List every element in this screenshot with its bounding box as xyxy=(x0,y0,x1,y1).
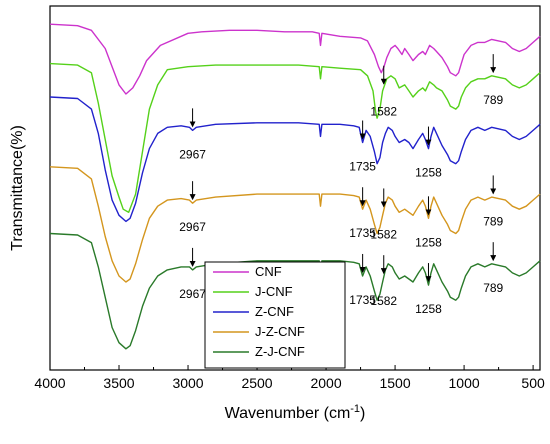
series-line-j-cnf xyxy=(49,62,541,213)
x-tick-label: 1500 xyxy=(379,375,410,391)
legend-box xyxy=(204,261,346,369)
annotation-label: 1735 xyxy=(349,293,376,307)
x-axis-title: Wavenumber (cm-1) xyxy=(225,403,366,422)
plot-frame xyxy=(49,5,541,371)
annotation-label: 1258 xyxy=(415,166,442,180)
annotation-label: 789 xyxy=(483,281,503,295)
annotation-label: 1582 xyxy=(370,105,397,119)
annotation-label: 2967 xyxy=(179,220,206,234)
x-tick-label: 4000 xyxy=(34,375,65,391)
annotation-label: 1735 xyxy=(349,160,376,174)
annotation-label: 1258 xyxy=(415,302,442,316)
x-tick-label: 3500 xyxy=(103,375,134,391)
x-axis-title-close: ) xyxy=(360,405,365,422)
legend-label-cnf: CNF xyxy=(255,264,282,279)
plot-area xyxy=(49,5,541,371)
x-tick-label: 2500 xyxy=(241,375,272,391)
y-axis-title: Transmittance(%) xyxy=(9,125,26,251)
annotation-label: 1735 xyxy=(349,226,376,240)
x-tick-label: 500 xyxy=(521,375,545,391)
annotation-label: 2967 xyxy=(179,287,206,301)
legend-label-z-j-cnf: Z-J-CNF xyxy=(255,344,305,359)
legend-label-z-cnf: Z-CNF xyxy=(255,304,294,319)
annotation-label: 2967 xyxy=(179,147,206,161)
annotation-label: 789 xyxy=(483,93,503,107)
annotation-label: 789 xyxy=(483,214,503,228)
x-tick-label: 2000 xyxy=(310,375,341,391)
series-line-j-z-cnf xyxy=(49,166,541,283)
series-line-cnf xyxy=(49,23,541,95)
legend-label-j-cnf: J-CNF xyxy=(255,284,293,299)
series-layer xyxy=(49,23,541,350)
series-line-z-cnf xyxy=(49,96,541,223)
x-axis-title-main: Wavenumber (cm xyxy=(225,405,351,422)
x-axis: 4000 3500 3000 2500 2000 1500 1000 500 xyxy=(34,365,545,391)
x-tick-label: 3000 xyxy=(172,375,203,391)
annotation-label: 1258 xyxy=(415,235,442,249)
legend: CNF J-CNF Z-CNF J-Z-CNF Z-J-CNF xyxy=(204,261,346,369)
annotation-label: 1582 xyxy=(370,294,397,308)
legend-label-j-z-cnf: J-Z-CNF xyxy=(255,324,305,339)
x-tick-label: 1000 xyxy=(449,375,480,391)
annotation-label: 1582 xyxy=(370,227,397,241)
series-line-z-j-cnf xyxy=(49,232,541,350)
x-axis-title-superscript: -1 xyxy=(350,403,360,415)
